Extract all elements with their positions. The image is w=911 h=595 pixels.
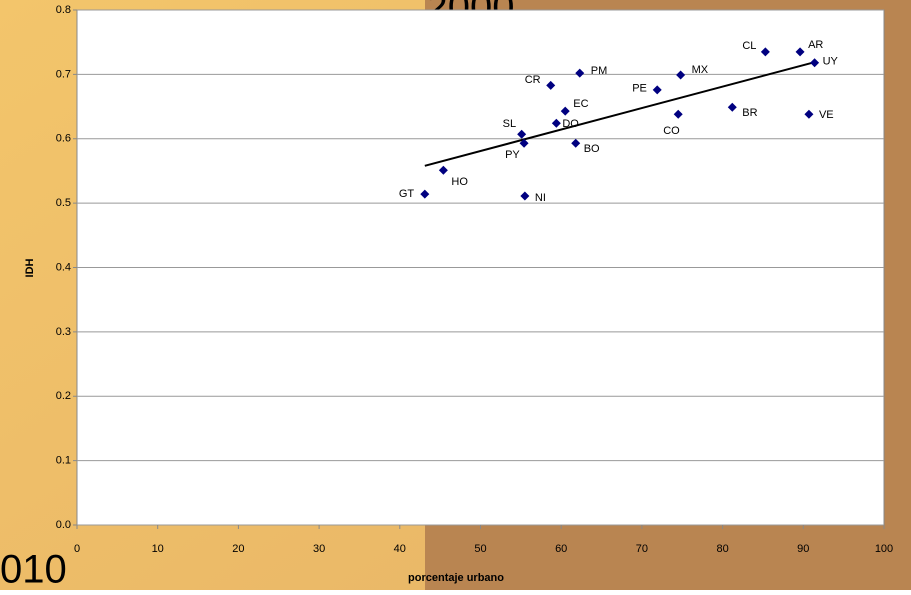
- background-text: 010: [0, 548, 67, 590]
- data-point: [810, 58, 820, 68]
- x-tick-label: 0: [74, 543, 80, 555]
- data-point: [517, 129, 527, 139]
- data-point: [438, 165, 448, 175]
- point-label: VE: [819, 109, 834, 121]
- point-label: GT: [399, 188, 415, 200]
- point-label: PY: [505, 149, 520, 161]
- point-label: DO: [562, 118, 579, 130]
- point-label: MX: [692, 64, 709, 76]
- x-tick-label: 20: [232, 543, 244, 555]
- point-label: NI: [535, 192, 546, 204]
- point-label: BR: [742, 107, 757, 119]
- data-point: [560, 106, 570, 116]
- data-point: [519, 138, 529, 148]
- y-tick-label: 0.7: [56, 68, 71, 80]
- y-tick-label: 0.2: [56, 390, 71, 402]
- y-tick-label: 0.6: [56, 133, 71, 145]
- point-label: SL: [503, 118, 516, 130]
- point-label: CL: [742, 40, 756, 52]
- x-tick-label: 40: [394, 543, 406, 555]
- y-axis-label: IDH: [24, 258, 36, 277]
- data-point: [804, 109, 814, 119]
- x-tick-label: 30: [313, 543, 325, 555]
- point-label: CO: [663, 125, 680, 137]
- data-point: [673, 109, 683, 119]
- data-point: [575, 68, 585, 78]
- data-point: [546, 80, 556, 90]
- point-label: BO: [584, 143, 600, 155]
- point-label: HO: [451, 176, 468, 188]
- x-tick-label: 90: [797, 543, 809, 555]
- data-point: [676, 70, 686, 80]
- x-tick-label: 50: [474, 543, 486, 555]
- data-point: [571, 138, 581, 148]
- y-tick-label: 0.0: [56, 519, 71, 531]
- data-point: [420, 189, 430, 199]
- x-tick-label: 100: [875, 543, 893, 555]
- data-point: [760, 47, 770, 57]
- data-point: [795, 47, 805, 57]
- y-tick-label: 0.8: [56, 4, 71, 16]
- y-tick-label: 0.3: [56, 326, 71, 338]
- x-tick-label: 10: [152, 543, 164, 555]
- point-label: UY: [823, 56, 839, 68]
- x-tick-label: 80: [716, 543, 728, 555]
- data-point: [551, 118, 561, 128]
- point-label: EC: [573, 98, 588, 110]
- data-point: [520, 191, 530, 201]
- point-label: CR: [525, 74, 541, 86]
- trendline: [424, 61, 813, 167]
- data-point: [727, 102, 737, 112]
- data-point: [652, 85, 662, 95]
- point-label: PE: [632, 83, 647, 95]
- point-label: PM: [591, 65, 608, 77]
- y-tick-label: 0.1: [56, 455, 71, 467]
- x-tick-label: 70: [636, 543, 648, 555]
- y-tick-label: 0.5: [56, 197, 71, 209]
- y-tick-label: 0.4: [56, 261, 71, 273]
- x-tick-label: 60: [555, 543, 567, 555]
- x-axis-label: porcentaje urbano: [408, 572, 504, 584]
- point-label: AR: [808, 39, 823, 51]
